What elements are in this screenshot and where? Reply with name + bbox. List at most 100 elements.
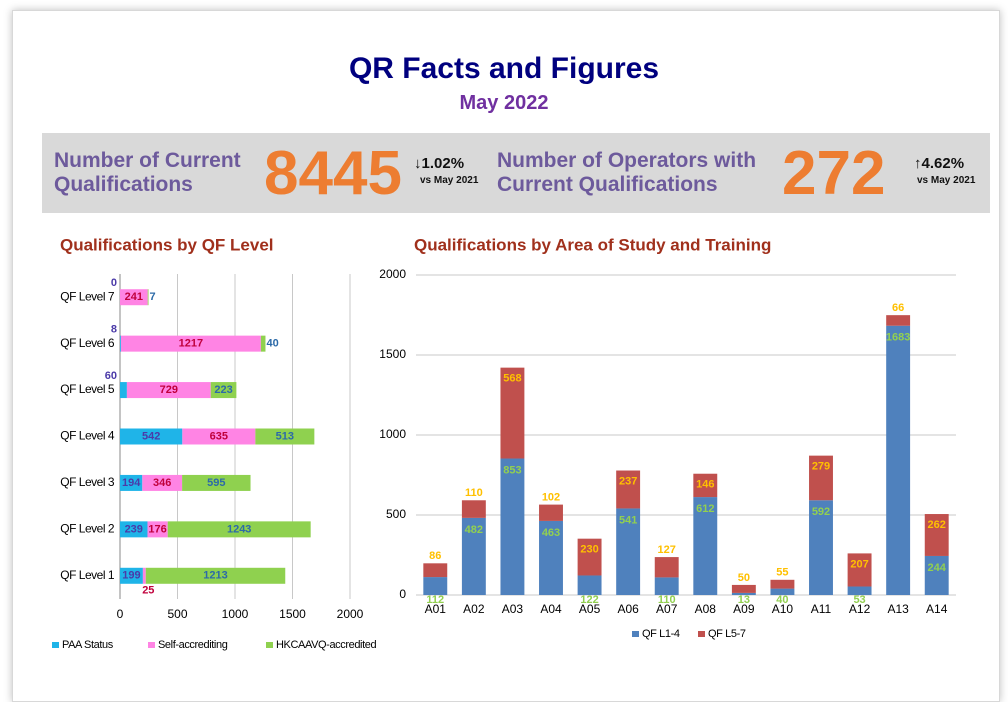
x-tick-label: A08 <box>695 602 717 616</box>
stat-label: Number of Operators with Current Qualifi… <box>497 149 757 196</box>
bar-segment <box>120 335 121 352</box>
data-label: 239 <box>125 523 143 535</box>
bar-segment <box>210 382 237 399</box>
data-label: 176 <box>148 523 166 535</box>
bar-segment <box>500 458 525 595</box>
data-label: 482 <box>465 524 483 536</box>
bar-segment <box>924 555 949 595</box>
data-label: 122 <box>580 594 598 606</box>
data-label: 541 <box>619 514 637 526</box>
stat-value: 272 <box>782 139 886 208</box>
legend-label: QF L1-4 <box>642 628 680 640</box>
data-label: 612 <box>696 503 714 515</box>
stat-change: ↓1.02% <box>414 155 465 172</box>
data-label: 542 <box>142 430 160 442</box>
x-tick-label: 500 <box>167 607 187 621</box>
y-tick-label: QF Level 5 <box>60 382 115 396</box>
x-tick-label: A04 <box>540 602 562 616</box>
bar-segment <box>120 335 261 352</box>
x-tick-label: A07 <box>656 602 678 616</box>
bar-segment <box>142 474 183 491</box>
bar-segment <box>809 455 833 501</box>
bar-segment <box>770 579 795 589</box>
bar-segment <box>120 521 148 538</box>
y-tick-label: QF Level 4 <box>60 429 115 443</box>
stat-compare: vs May 2021 <box>420 175 479 186</box>
bar-segment <box>886 315 911 326</box>
data-label: 1683 <box>886 332 910 344</box>
stats-banner: Number of Current Qualifications 8445 ↓1… <box>42 133 990 213</box>
bar-segment <box>182 428 256 445</box>
data-label: 279 <box>812 461 830 473</box>
bar-segment <box>731 592 756 595</box>
y-tick-label: QF Level 7 <box>60 289 115 303</box>
x-tick-label: 1000 <box>222 607 249 621</box>
title: QR Facts and Figures <box>348 52 660 85</box>
data-label: 1213 <box>203 570 227 582</box>
x-tick-label: A13 <box>887 602 909 616</box>
data-label: 592 <box>812 506 830 518</box>
bar-segment <box>120 567 143 584</box>
x-tick-label: A03 <box>502 602 524 616</box>
bar-segment <box>120 428 183 445</box>
stat-label: Number of Current Qualifications <box>54 149 241 196</box>
stat-change: ↑4.62% <box>914 155 965 172</box>
bar-segment <box>693 473 718 498</box>
bar-segment <box>500 367 525 459</box>
data-label: 66 <box>892 302 904 314</box>
data-label: 1243 <box>227 523 251 535</box>
bar-segment <box>260 335 266 352</box>
y-tick-label: QF Level 3 <box>60 475 115 489</box>
subtitle: May 2022 <box>459 92 549 114</box>
legend-swatch <box>266 642 273 648</box>
data-label: 112 <box>426 594 444 606</box>
legend-label: QF L5-7 <box>708 628 746 640</box>
data-label: 513 <box>276 430 294 442</box>
bar-segment <box>847 553 872 587</box>
x-tick-label: A11 <box>811 602 832 616</box>
page: {"header": {"title": "QR Facts and Figur… <box>12 10 1000 702</box>
data-label: 595 <box>207 477 225 489</box>
data-label: 346 <box>153 477 171 489</box>
y-tick-label: 1000 <box>379 427 406 441</box>
bar-segment <box>924 514 949 556</box>
bar-segment <box>539 504 563 521</box>
legend-swatch <box>632 631 639 637</box>
x-tick-label: A02 <box>463 602 485 616</box>
bar-segment <box>616 508 641 595</box>
data-label: 230 <box>580 544 598 556</box>
x-tick-label: 0 <box>117 607 124 621</box>
bar-segment <box>120 474 143 491</box>
bar-segment <box>539 520 563 595</box>
data-label: 13 <box>738 594 750 606</box>
bar-segment <box>182 474 251 491</box>
y-tick-label: 1500 <box>379 347 406 361</box>
y-tick-label: QF Level 2 <box>60 522 115 536</box>
y-tick-label: 2000 <box>379 267 406 281</box>
data-label: 110 <box>465 487 483 499</box>
x-tick-label: A09 <box>733 602 755 616</box>
bar-segment <box>847 586 872 595</box>
bar-segment <box>731 584 756 593</box>
bar-segment <box>654 557 679 578</box>
charts: Qualifications by QF Level Qualification… <box>52 235 956 651</box>
data-label: 244 <box>928 562 947 574</box>
data-label: 1217 <box>179 338 203 350</box>
bar-segment <box>886 325 911 595</box>
data-label: 127 <box>658 544 676 556</box>
data-label: 194 <box>122 477 141 489</box>
data-label: 568 <box>503 373 521 385</box>
data-label: 40 <box>266 338 278 350</box>
data-label: 110 <box>658 594 676 606</box>
bar-segment <box>255 428 315 445</box>
bar-segment <box>461 500 486 518</box>
legend-swatch <box>698 631 705 637</box>
data-label: 207 <box>850 558 868 570</box>
data-label: 463 <box>542 527 560 539</box>
data-label: 102 <box>542 492 560 504</box>
data-label: 237 <box>619 475 637 487</box>
x-tick-label: A05 <box>579 602 601 616</box>
stat-compare: vs May 2021 <box>917 175 976 186</box>
bar-segment <box>809 500 833 595</box>
x-tick-label: A01 <box>425 602 447 616</box>
